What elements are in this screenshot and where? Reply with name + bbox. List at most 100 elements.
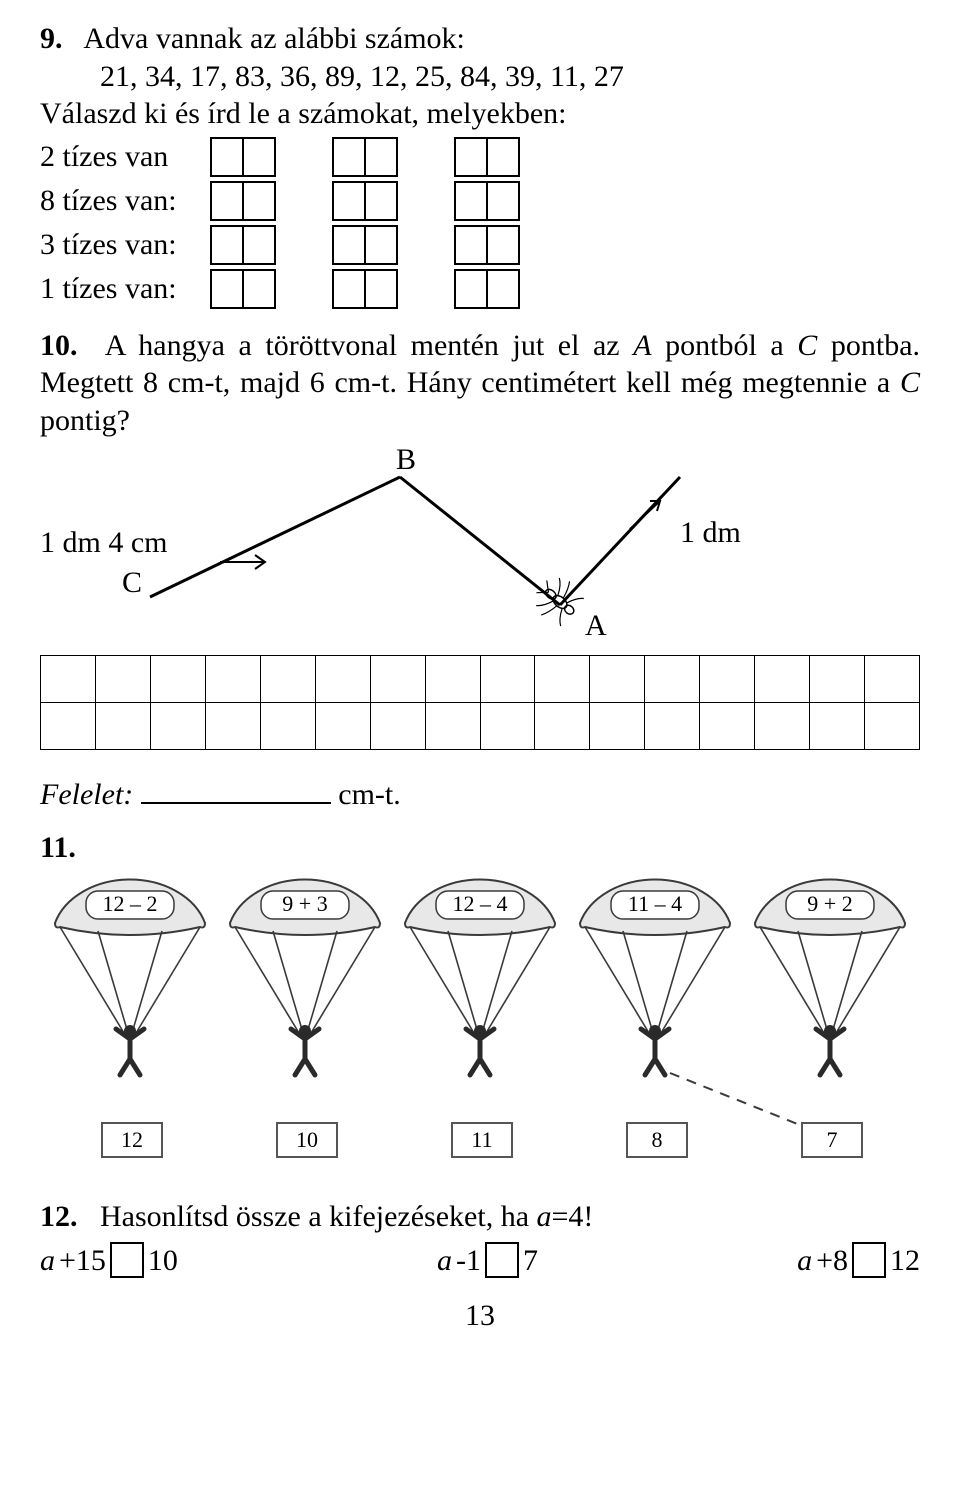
- comp-item-2: a+8 12: [797, 1242, 920, 1280]
- grid-cell[interactable]: [425, 702, 480, 749]
- answer-box[interactable]: [454, 137, 488, 177]
- arrow-left-icon: [220, 555, 265, 569]
- compare-box[interactable]: [485, 1242, 519, 1278]
- q11-number: 11.: [40, 829, 920, 867]
- grid-cell[interactable]: [150, 655, 205, 702]
- compare-box[interactable]: [110, 1242, 144, 1278]
- answer-box-0: 12: [102, 1123, 162, 1157]
- grid-cell[interactable]: [205, 702, 260, 749]
- lhs-a: a: [40, 1242, 55, 1280]
- grid-cell[interactable]: [315, 655, 370, 702]
- grid-cell[interactable]: [370, 702, 425, 749]
- parachute-1: 9 + 3: [230, 879, 380, 1075]
- q10-t4: pontig?: [40, 404, 130, 437]
- parachute-2: 12 – 4: [405, 879, 555, 1075]
- grid-cell[interactable]: [590, 702, 645, 749]
- rhs: 7: [523, 1242, 538, 1280]
- grid-cell[interactable]: [810, 702, 865, 749]
- answer-box[interactable]: [210, 137, 244, 177]
- answer-box[interactable]: [210, 181, 244, 221]
- answer-box[interactable]: [366, 137, 398, 177]
- rhs: 12: [890, 1242, 920, 1280]
- segment-cb: [150, 477, 400, 597]
- q9-row-boxes: [210, 181, 576, 221]
- grid-cell[interactable]: [260, 702, 315, 749]
- answer-blank[interactable]: [141, 772, 331, 804]
- answer-box[interactable]: [210, 225, 244, 265]
- grid-cell[interactable]: [755, 655, 810, 702]
- grid-cell[interactable]: [645, 655, 700, 702]
- label-1dm: 1 dm: [680, 516, 741, 549]
- grid-cell[interactable]: [590, 655, 645, 702]
- answer-box[interactable]: [244, 269, 276, 309]
- grid-cell[interactable]: [645, 702, 700, 749]
- grid-cell[interactable]: [700, 655, 755, 702]
- grid-cell[interactable]: [370, 655, 425, 702]
- grid-cell[interactable]: [755, 702, 810, 749]
- answer-box[interactable]: [366, 225, 398, 265]
- lhs-r: +8: [816, 1242, 848, 1280]
- label-B: B: [396, 447, 416, 476]
- grid-cell[interactable]: [535, 655, 590, 702]
- q10-number: 10.: [40, 329, 78, 362]
- answer-box[interactable]: [210, 269, 244, 309]
- answer-box[interactable]: [366, 269, 398, 309]
- page: 9. Adva vannak az alábbi számok: 21, 34,…: [0, 0, 960, 1365]
- grid-cell[interactable]: [260, 655, 315, 702]
- parachutes: 12 – 2 9 + 3 12 – 4 11 – 4 9 + 2: [40, 873, 920, 1183]
- q9: 9. Adva vannak az alábbi számok: 21, 34,…: [40, 20, 920, 309]
- answer-box[interactable]: [488, 269, 520, 309]
- answer-unit: cm-t.: [338, 778, 400, 811]
- q9-row-2: 3 tízes van:: [40, 225, 920, 265]
- q12-a: a: [537, 1200, 552, 1233]
- grid-cell[interactable]: [95, 702, 150, 749]
- comp-item-1: a-1 7: [437, 1242, 538, 1280]
- match-dashed-line: [670, 1073, 810, 1129]
- parachute-3: 11 – 4: [580, 879, 730, 1075]
- answer-box[interactable]: [332, 181, 366, 221]
- compare-box[interactable]: [852, 1242, 886, 1278]
- grid-cell[interactable]: [865, 702, 920, 749]
- answer-text: 7: [827, 1127, 838, 1152]
- grid-cell[interactable]: [535, 702, 590, 749]
- answer-box[interactable]: [332, 269, 366, 309]
- answer-box[interactable]: [244, 181, 276, 221]
- parachutes-svg: 12 – 2 9 + 3 12 – 4 11 – 4 9 + 2: [40, 873, 920, 1173]
- ant-diagram: 1 dm 4 cm B C 1 dm A: [40, 447, 920, 647]
- answer-box[interactable]: [488, 137, 520, 177]
- grid-cell[interactable]: [41, 702, 96, 749]
- grid-cell[interactable]: [95, 655, 150, 702]
- q11: 11.: [40, 829, 920, 1182]
- answer-box[interactable]: [366, 181, 398, 221]
- grid-cell[interactable]: [150, 702, 205, 749]
- answer-box[interactable]: [454, 225, 488, 265]
- answer-box[interactable]: [332, 137, 366, 177]
- canopy-label: 9 + 2: [807, 891, 852, 916]
- answer-box[interactable]: [454, 181, 488, 221]
- grid-cell[interactable]: [810, 655, 865, 702]
- grid-cell[interactable]: [425, 655, 480, 702]
- grid-cell[interactable]: [315, 702, 370, 749]
- grid-cell[interactable]: [865, 655, 920, 702]
- answer-box[interactable]: [454, 269, 488, 309]
- answer-box[interactable]: [244, 137, 276, 177]
- ant-svg: 1 dm 4 cm B C 1 dm A: [40, 447, 920, 637]
- grid-cell[interactable]: [41, 655, 96, 702]
- q9-row-0: 2 tízes van: [40, 137, 920, 177]
- answer-box[interactable]: [332, 225, 366, 265]
- answer-box[interactable]: [488, 181, 520, 221]
- rhs: 10: [148, 1242, 178, 1280]
- answer-box[interactable]: [244, 225, 276, 265]
- grid-cell[interactable]: [205, 655, 260, 702]
- q9-row-label: 2 tízes van: [40, 138, 210, 176]
- q9-title: Adva vannak az alábbi számok:: [83, 22, 465, 55]
- answer-box-4: 7: [802, 1123, 862, 1157]
- grid-cell[interactable]: [700, 702, 755, 749]
- q9-row-3: 1 tízes van:: [40, 269, 920, 309]
- q10-A: A: [633, 329, 651, 362]
- grid-cell[interactable]: [480, 702, 535, 749]
- answer-box[interactable]: [488, 225, 520, 265]
- q10: 10. A hangya a töröttvonal mentén jut el…: [40, 327, 920, 814]
- grid-cell[interactable]: [480, 655, 535, 702]
- answer-box-3: 8: [627, 1123, 687, 1157]
